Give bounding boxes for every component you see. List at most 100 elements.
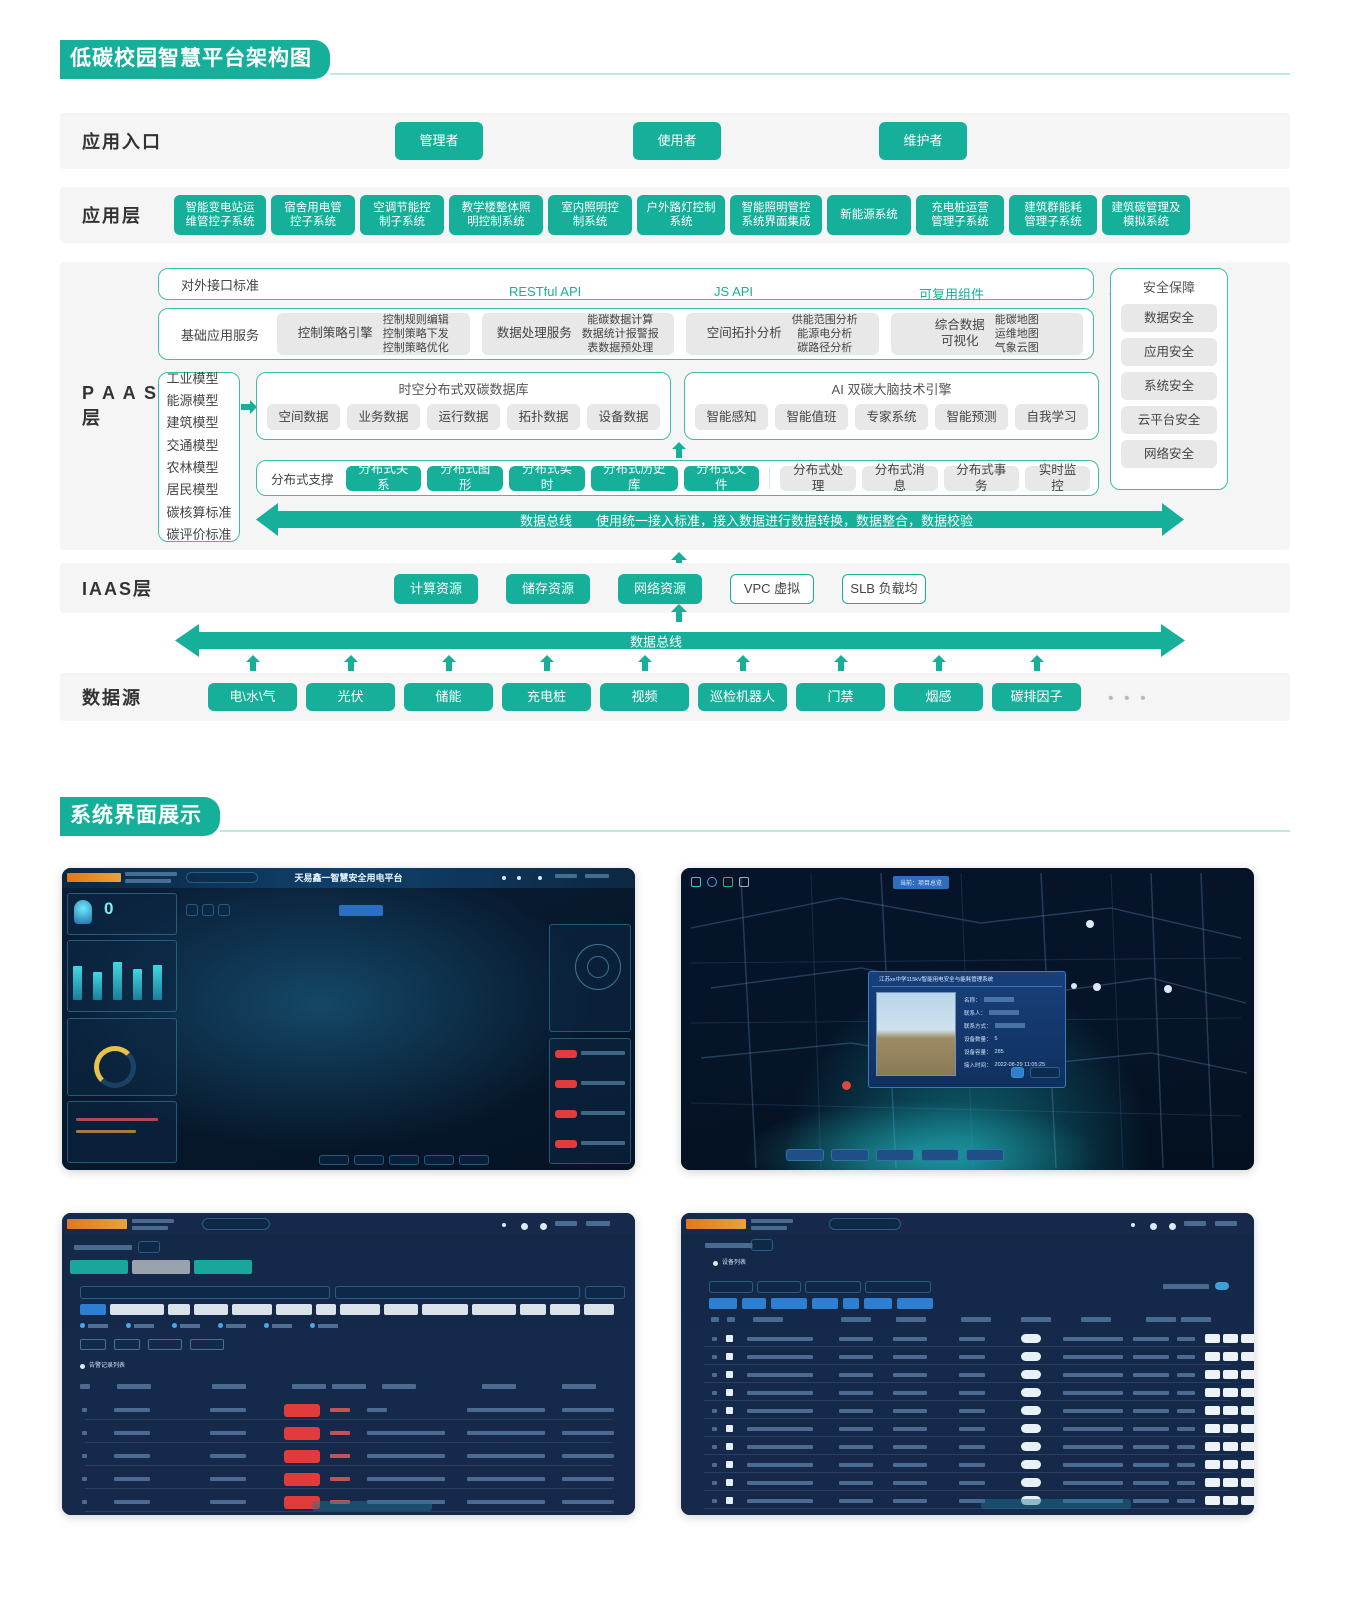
- api-item-2[interactable]: 可复用组件: [919, 287, 985, 302]
- device-cell-action-8-1[interactable]: [1223, 1478, 1238, 1487]
- app-layer-chip-7[interactable]: 新能源系统: [827, 195, 911, 235]
- device-cell-action-3-1[interactable]: [1223, 1388, 1238, 1397]
- device-cell-action-0-1[interactable]: [1223, 1334, 1238, 1343]
- alarm-small-button-0[interactable]: [80, 1339, 106, 1350]
- alarm-radio-4[interactable]: [264, 1323, 292, 1328]
- service-group-3[interactable]: 综合数据 可视化 能碳地图 运维地图 气象云图: [890, 312, 1083, 356]
- device-action-button-5[interactable]: [864, 1298, 892, 1309]
- footer-tab-1[interactable]: [319, 1155, 349, 1165]
- device-cell-checkbox-9[interactable]: [726, 1497, 733, 1504]
- gis-footer-tab-1[interactable]: [786, 1149, 824, 1161]
- alarm-filter-input-1[interactable]: [80, 1286, 330, 1299]
- device-cell-checkbox-3[interactable]: [726, 1389, 733, 1396]
- map-marker-2[interactable]: [1093, 983, 1101, 991]
- device-cell-action-6-0[interactable]: [1205, 1442, 1220, 1451]
- data-source-chip-2[interactable]: 储能: [404, 683, 493, 711]
- device-header-menu[interactable]: [1215, 1221, 1237, 1226]
- alarm-filter-chip-7[interactable]: [340, 1304, 380, 1315]
- device-cell-action-7-2[interactable]: [1241, 1460, 1254, 1469]
- gis-footer-tab-5[interactable]: [966, 1149, 1004, 1161]
- iaas-chip-1[interactable]: 储存资源: [506, 574, 590, 604]
- map-tool-1[interactable]: [186, 904, 198, 916]
- alarm-tab-1[interactable]: [132, 1260, 190, 1274]
- device-cell-toggle-1[interactable]: [1021, 1352, 1041, 1361]
- iaas-outline-chip-1[interactable]: SLB 负载均: [842, 574, 926, 604]
- map-marker-3[interactable]: [1164, 985, 1172, 993]
- footer-tab-5[interactable]: [459, 1155, 489, 1165]
- app-layer-chip-3[interactable]: 教学楼整体照 明控制系统: [449, 195, 543, 235]
- window-dot-2[interactable]: [707, 877, 717, 887]
- security-item-0[interactable]: 数据安全: [1121, 304, 1217, 332]
- device-cell-action-7-1[interactable]: [1223, 1460, 1238, 1469]
- alarm-search-input[interactable]: [202, 1218, 270, 1230]
- device-header-settings-icon[interactable]: [1150, 1223, 1157, 1230]
- api-item-1[interactable]: JS API: [714, 284, 754, 299]
- app-layer-chip-2[interactable]: 空调节能控 制子系统: [360, 195, 444, 235]
- alarm-filter-chip-8[interactable]: [384, 1304, 418, 1315]
- device-cell-toggle-8[interactable]: [1021, 1478, 1041, 1487]
- device-action-button-4[interactable]: [843, 1298, 859, 1309]
- device-cell-checkbox-5[interactable]: [726, 1425, 733, 1432]
- gis-footer-tab-2[interactable]: [831, 1149, 869, 1161]
- security-item-1[interactable]: 应用安全: [1121, 338, 1217, 366]
- distributed-grey-1[interactable]: 分布式消息: [861, 463, 938, 493]
- service-group-0[interactable]: 控制策略引擎 控制规则编辑 控制策略下发 控制策略优化: [277, 312, 470, 356]
- window-dot-1[interactable]: [691, 877, 701, 887]
- device-action-button-2[interactable]: [771, 1298, 807, 1309]
- alarm-back-button[interactable]: [138, 1241, 160, 1253]
- device-cell-action-1-2[interactable]: [1241, 1352, 1254, 1361]
- device-cell-toggle-9[interactable]: [1021, 1496, 1041, 1505]
- app-layer-chip-5[interactable]: 户外路灯控制 系统: [637, 195, 725, 235]
- device-filter-select-1[interactable]: [709, 1281, 753, 1293]
- ai-item-3[interactable]: 智能预测: [935, 404, 1008, 430]
- app-layer-chip-0[interactable]: 智能变电站运 维管控子系统: [174, 195, 266, 235]
- alarm-small-button-1[interactable]: [114, 1339, 140, 1350]
- distributed-teal-0[interactable]: 分布式关系: [345, 462, 422, 492]
- alarm-filter-chip-5[interactable]: [276, 1304, 312, 1315]
- alarm-radio-0[interactable]: [80, 1323, 108, 1328]
- ai-item-0[interactable]: 智能感知: [695, 404, 768, 430]
- device-cell-action-5-0[interactable]: [1205, 1424, 1220, 1433]
- alarm-filter-chip-6[interactable]: [316, 1304, 336, 1315]
- ai-item-1[interactable]: 智能值班: [775, 404, 848, 430]
- device-header-user[interactable]: [1184, 1221, 1206, 1226]
- gis-popup-action-button[interactable]: [1030, 1067, 1060, 1078]
- app-layer-chip-9[interactable]: 建筑群能耗 管理子系统: [1009, 195, 1097, 235]
- distributed-teal-1[interactable]: 分布式图形: [427, 462, 504, 492]
- footer-tab-2[interactable]: [354, 1155, 384, 1165]
- device-action-button-3[interactable]: [812, 1298, 838, 1309]
- data-source-chip-1[interactable]: 光伏: [306, 683, 395, 711]
- device-cell-checkbox-0[interactable]: [726, 1335, 733, 1342]
- alarm-radio-2[interactable]: [172, 1323, 200, 1328]
- alarm-radio-3[interactable]: [218, 1323, 246, 1328]
- device-cell-toggle-0[interactable]: [1021, 1334, 1041, 1343]
- map-marker-1[interactable]: [1086, 920, 1094, 928]
- alarm-header-settings-icon[interactable]: [521, 1223, 528, 1230]
- database-item-3[interactable]: 拓扑数据: [507, 404, 580, 430]
- map-marker-alert[interactable]: [842, 1081, 851, 1090]
- device-cell-action-8-2[interactable]: [1241, 1478, 1254, 1487]
- device-cell-action-4-2[interactable]: [1241, 1406, 1254, 1415]
- device-cell-action-6-1[interactable]: [1223, 1442, 1238, 1451]
- footer-tab-4[interactable]: [424, 1155, 454, 1165]
- distributed-teal-4[interactable]: 分布式文件: [683, 462, 760, 492]
- alarm-filter-input-2[interactable]: [335, 1286, 580, 1299]
- alarm-pagination-bar[interactable]: [312, 1501, 432, 1511]
- app-layer-chip-1[interactable]: 宿舍用电管 控子系统: [271, 195, 355, 235]
- device-cell-checkbox-1[interactable]: [726, 1353, 733, 1360]
- device-cell-action-9-1[interactable]: [1223, 1496, 1238, 1505]
- gis-footer-tab-3[interactable]: [876, 1149, 914, 1161]
- device-cell-action-0-0[interactable]: [1205, 1334, 1220, 1343]
- alarm-filter-chip-13[interactable]: [584, 1304, 614, 1315]
- header-icon-3[interactable]: [538, 876, 542, 880]
- alarm-filter-chip-3[interactable]: [194, 1304, 228, 1315]
- dashboard-search-box[interactable]: [186, 872, 258, 883]
- device-cell-action-3-2[interactable]: [1241, 1388, 1254, 1397]
- ai-item-4[interactable]: 自我学习: [1015, 404, 1088, 430]
- alarm-tab-0[interactable]: [70, 1260, 128, 1274]
- device-search-input[interactable]: [829, 1218, 901, 1230]
- device-cell-action-8-0[interactable]: [1205, 1478, 1220, 1487]
- api-item-0[interactable]: RESTful API: [509, 284, 582, 299]
- alarm-filter-chip-2[interactable]: [168, 1304, 190, 1315]
- app-layer-chip-8[interactable]: 充电桩运营 管理子系统: [916, 195, 1004, 235]
